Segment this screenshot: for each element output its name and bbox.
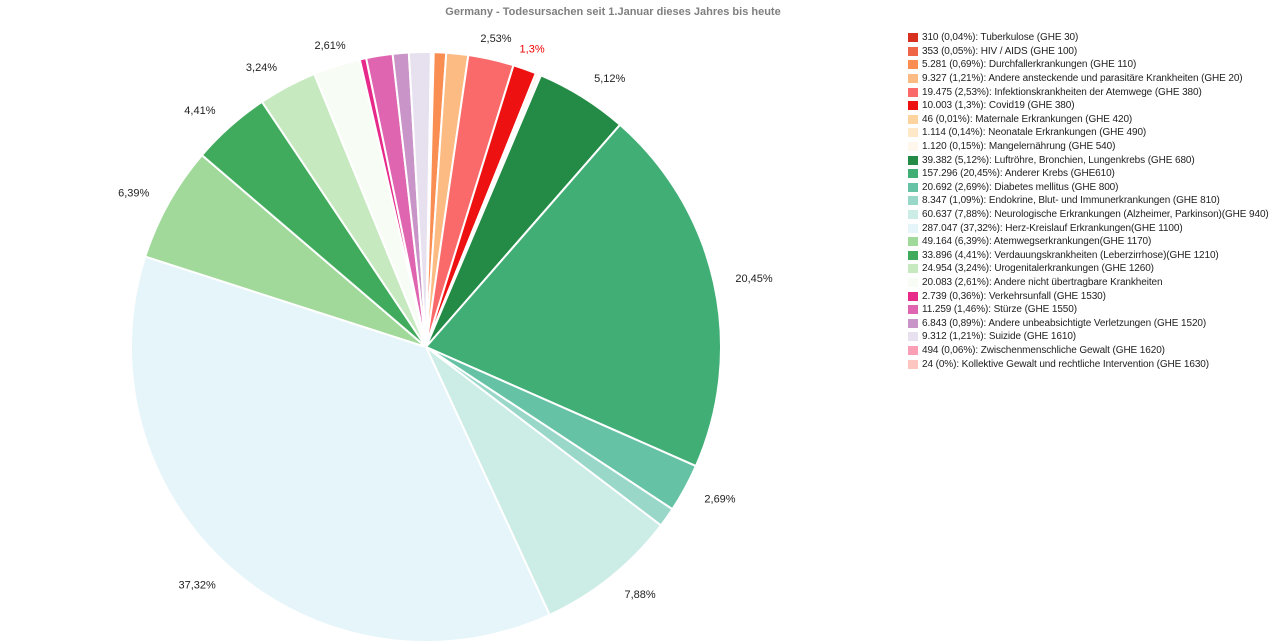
legend-swatch	[908, 264, 918, 274]
pie-slice-neurologische-erkrankungen-alzheimer-par[interactable]	[425, 346, 662, 616]
legend-swatch	[908, 142, 918, 152]
legend-label: 20.692 (2,69%): Diabetes mellitus (GHE 8…	[922, 181, 1119, 193]
legend-swatch	[908, 101, 918, 111]
legend-item[interactable]: 5.281 (0,69%): Durchfallerkrankungen (GH…	[908, 58, 1276, 72]
pie-slice-label: 6,39%	[118, 187, 149, 199]
legend-label: 287.047 (37,32%): Herz-Kreislauf Erkrank…	[922, 222, 1183, 234]
legend-swatch	[908, 223, 918, 233]
legend-item[interactable]: 494 (0,06%): Zwischenmenschliche Gewalt …	[908, 344, 1276, 358]
pie-slice-label: 7,88%	[625, 589, 656, 601]
legend-swatch	[908, 87, 918, 97]
legend-item[interactable]: 287.047 (37,32%): Herz-Kreislauf Erkrank…	[908, 221, 1276, 235]
legend-label: 39.382 (5,12%): Luftröhre, Bronchien, Lu…	[922, 154, 1195, 166]
pie-slice-label: 2,69%	[704, 494, 735, 506]
legend-label: 46 (0,01%): Maternale Erkrankungen (GHE …	[922, 113, 1133, 125]
legend-item[interactable]: 20.692 (2,69%): Diabetes mellitus (GHE 8…	[908, 181, 1276, 195]
pie-slice-label: 2,53%	[480, 33, 511, 45]
legend-item[interactable]: 33.896 (4,41%): Verdauungskrankheiten (L…	[908, 249, 1276, 263]
legend-item[interactable]: 157.296 (20,45%): Anderer Krebs (GHE610)	[908, 167, 1276, 181]
legend-swatch	[908, 318, 918, 328]
legend-label: 33.896 (4,41%): Verdauungskrankheiten (L…	[922, 249, 1219, 261]
legend-label: 11.259 (1,46%): Stürze (GHE 1550)	[922, 304, 1077, 316]
legend-label: 24.954 (3,24%): Urogenitalerkrankungen (…	[922, 263, 1154, 275]
pie-slice-atemwegserkrankungen-ghe-1170[interactable]	[144, 154, 427, 348]
legend-item[interactable]: 24 (0%): Kollektive Gewalt und rechtlich…	[908, 357, 1276, 371]
legend-label: 8.347 (1,09%): Endokrine, Blut- und Immu…	[922, 195, 1220, 207]
pie-slices	[130, 50, 722, 643]
legend-label: 19.475 (2,53%): Infektionskrankheiten de…	[922, 86, 1202, 98]
pie-slice-anderer-krebs-ghe610[interactable]	[425, 123, 722, 468]
legend-label: 9.327 (1,21%): Andere ansteckende und pa…	[922, 73, 1243, 85]
chart-title: Germany - Todesursachen seit 1.Januar di…	[445, 6, 781, 18]
legend-item[interactable]: 60.637 (7,88%): Neurologische Erkrankung…	[908, 208, 1276, 222]
legend-swatch	[908, 210, 918, 220]
legend-item[interactable]: 9.312 (1,21%): Suizide (GHE 1610)	[908, 330, 1276, 344]
legend-label: 157.296 (20,45%): Anderer Krebs (GHE610)	[922, 168, 1115, 180]
legend-swatch	[908, 332, 918, 342]
legend-label: 49.164 (6,39%): Atemwegserkrankungen(GHE…	[922, 236, 1152, 248]
legend-item[interactable]: 1.120 (0,15%): Mangelernährung (GHE 540)	[908, 140, 1276, 154]
legend-swatch	[908, 46, 918, 56]
legend-label: 24 (0%): Kollektive Gewalt und rechtlich…	[922, 358, 1209, 370]
pie-labels: 2,53% 1,3% 5,12% 20,45% 2,69% 7,88% 37,32% 6,39…	[118, 33, 773, 601]
legend-item[interactable]: 10.003 (1,3%): Covid19 (GHE 380)	[908, 99, 1276, 113]
pie-slice-label: 2,61%	[314, 40, 345, 52]
legend-swatch	[908, 359, 918, 369]
legend: 310 (0,04%): Tuberkulose (GHE 30) 353 (0,…	[908, 31, 1276, 371]
legend-label: 1.114 (0,14%): Neonatale Erkrankungen (G…	[922, 127, 1147, 139]
legend-swatch	[908, 345, 918, 355]
legend-label: 1.120 (0,15%): Mangelernährung (GHE 540)	[922, 141, 1116, 153]
legend-label: 6.843 (0,89%): Andere unbeabsichtigte Ve…	[922, 317, 1207, 329]
legend-item[interactable]: 310 (0,04%): Tuberkulose (GHE 30)	[908, 31, 1276, 45]
legend-label: 353 (0,05%): HIV / AIDS (GHE 100)	[922, 45, 1078, 57]
legend-item[interactable]: 9.327 (1,21%): Andere ansteckende und pa…	[908, 72, 1276, 86]
legend-label: 5.281 (0,69%): Durchfallerkrankungen (GH…	[922, 59, 1137, 71]
legend-swatch	[908, 114, 918, 124]
legend-label: 9.312 (1,21%): Suizide (GHE 1610)	[922, 331, 1077, 343]
legend-label: 494 (0,06%): Zwischenmenschliche Gewalt …	[922, 344, 1165, 356]
legend-label: 10.003 (1,3%): Covid19 (GHE 380)	[922, 100, 1075, 112]
pie-slice-label: 20,45%	[735, 273, 773, 285]
legend-item[interactable]: 11.259 (1,46%): Stürze (GHE 1550)	[908, 303, 1276, 317]
legend-item[interactable]: 1.114 (0,14%): Neonatale Erkrankungen (G…	[908, 126, 1276, 140]
pie-slice-label: 5,12%	[594, 73, 625, 85]
legend-swatch	[908, 196, 918, 206]
legend-label: 2.739 (0,36%): Verkehrsunfall (GHE 1530)	[922, 290, 1106, 302]
legend-swatch	[908, 182, 918, 192]
pie-slice-label: 3,24%	[246, 62, 277, 74]
legend-swatch	[908, 237, 918, 247]
legend-swatch	[908, 128, 918, 138]
legend-swatch	[908, 60, 918, 70]
pie-slice-herz-kreislauf-erkrankungen-ghe-1100[interactable]	[130, 255, 551, 643]
legend-swatch	[908, 155, 918, 165]
legend-swatch	[908, 305, 918, 315]
legend-item[interactable]: 2.739 (0,36%): Verkehrsunfall (GHE 1530)	[908, 289, 1276, 303]
legend-label: 20.083 (2,61%): Andere nicht übertragbar…	[922, 276, 1163, 288]
legend-item[interactable]: 39.382 (5,12%): Luftröhre, Bronchien, Lu…	[908, 153, 1276, 167]
pie-slice-label: 1,3%	[520, 43, 545, 55]
legend-item[interactable]: 6.843 (0,89%): Andere unbeabsichtigte Ve…	[908, 316, 1276, 330]
legend-item[interactable]: 46 (0,01%): Maternale Erkrankungen (GHE …	[908, 113, 1276, 127]
pie-slice-label: 4,41%	[184, 105, 215, 117]
legend-item[interactable]: 19.475 (2,53%): Infektionskrankheiten de…	[908, 85, 1276, 99]
legend-item[interactable]: 24.954 (3,24%): Urogenitalerkrankungen (…	[908, 262, 1276, 276]
legend-item[interactable]: 20.083 (2,61%): Andere nicht übertragbar…	[908, 276, 1276, 290]
pie-slice-label: 37,32%	[178, 579, 216, 591]
legend-item[interactable]: 8.347 (1,09%): Endokrine, Blut- und Immu…	[908, 194, 1276, 208]
legend-swatch	[908, 169, 918, 179]
legend-label: 310 (0,04%): Tuberkulose (GHE 30)	[922, 32, 1079, 44]
pie-slice-kollektive-gewalt-und-rechtliche-interve[interactable]	[425, 51, 434, 348]
legend-swatch	[908, 74, 918, 84]
legend-swatch	[908, 291, 918, 301]
legend-item[interactable]: 49.164 (6,39%): Atemwegserkrankungen(GHE…	[908, 235, 1276, 249]
legend-label: 60.637 (7,88%): Neurologische Erkrankung…	[922, 209, 1269, 221]
legend-swatch	[908, 277, 918, 287]
legend-item[interactable]: 353 (0,05%): HIV / AIDS (GHE 100)	[908, 45, 1276, 59]
legend-swatch	[908, 33, 918, 43]
legend-swatch	[908, 250, 918, 260]
